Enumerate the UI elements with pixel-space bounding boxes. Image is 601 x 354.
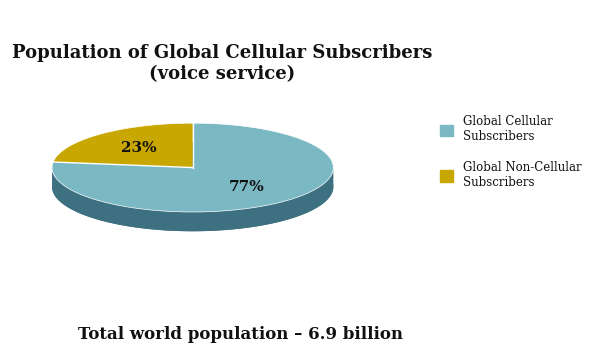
Title: Population of Global Cellular Subscribers
(voice service): Population of Global Cellular Subscriber…	[12, 45, 433, 83]
Polygon shape	[52, 142, 334, 231]
Text: 77%: 77%	[229, 180, 264, 194]
Polygon shape	[52, 167, 334, 231]
Text: Total world population – 6.9 billion: Total world population – 6.9 billion	[78, 326, 403, 343]
Polygon shape	[52, 123, 334, 212]
Text: 23%: 23%	[121, 141, 156, 155]
Legend: Global Cellular
Subscribers, Global Non-Cellular
Subscribers: Global Cellular Subscribers, Global Non-…	[436, 111, 586, 194]
Polygon shape	[53, 123, 193, 167]
